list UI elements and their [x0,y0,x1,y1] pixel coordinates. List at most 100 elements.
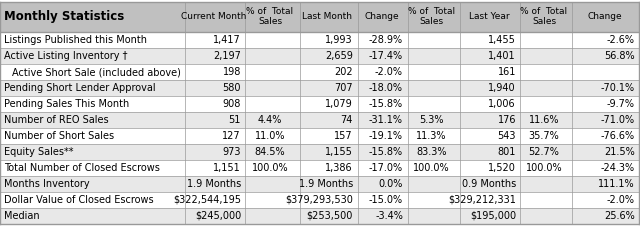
Text: 1,417: 1,417 [213,35,241,45]
Text: 1,006: 1,006 [488,99,516,109]
Bar [0,192,640,208]
Text: -71.0%: -71.0% [601,115,635,125]
Text: -31.1%: -31.1% [369,115,403,125]
Text: -19.1%: -19.1% [369,131,403,141]
Text: 580: 580 [223,83,241,93]
Text: -15.0%: -15.0% [369,195,403,205]
Text: 25.6%: 25.6% [604,211,635,221]
Text: % of  Total
Sales: % of Total Sales [246,7,294,26]
Text: Active Short Sale (included above): Active Short Sale (included above) [12,67,181,77]
Text: 35.7%: 35.7% [529,131,559,141]
Text: Listings Published this Month: Listings Published this Month [4,35,147,45]
Text: % of  Total
Sales: % of Total Sales [408,7,455,26]
Text: 0.0%: 0.0% [379,179,403,189]
Bar [0,96,640,112]
Bar [0,112,640,128]
Text: 161: 161 [498,67,516,77]
Text: 1,155: 1,155 [325,147,353,157]
Text: Number of REO Sales: Number of REO Sales [4,115,109,125]
Text: 973: 973 [223,147,241,157]
Text: -2.6%: -2.6% [607,35,635,45]
Text: 127: 127 [222,131,241,141]
Bar [0,176,640,192]
Text: Median: Median [4,211,40,221]
Text: 1,079: 1,079 [325,99,353,109]
Text: 11.3%: 11.3% [416,131,447,141]
Text: Pending Short Lender Approval: Pending Short Lender Approval [4,83,156,93]
Text: Pending Sales This Month: Pending Sales This Month [4,99,129,109]
Text: $322,544,195: $322,544,195 [173,195,241,205]
Text: $195,000: $195,000 [470,211,516,221]
Text: Active Listing Inventory †: Active Listing Inventory † [4,51,127,61]
Text: 1,455: 1,455 [488,35,516,45]
Text: -3.4%: -3.4% [375,211,403,221]
Text: -17.0%: -17.0% [369,163,403,173]
Bar [0,32,640,48]
Text: 1,386: 1,386 [325,163,353,173]
Text: 51: 51 [228,115,241,125]
Text: 1,401: 1,401 [488,51,516,61]
Text: 74: 74 [340,115,353,125]
Text: 11.0%: 11.0% [255,131,285,141]
Text: 202: 202 [334,67,353,77]
Text: 11.6%: 11.6% [529,115,559,125]
Text: 83.3%: 83.3% [416,147,447,157]
Bar [0,208,640,224]
Text: 198: 198 [223,67,241,77]
Text: Change: Change [364,12,399,21]
Text: -9.7%: -9.7% [607,99,635,109]
Text: 100.0%: 100.0% [252,163,288,173]
Text: 5.3%: 5.3% [419,115,444,125]
Text: 176: 176 [497,115,516,125]
Text: 707: 707 [334,83,353,93]
Text: 2,659: 2,659 [325,51,353,61]
Text: 52.7%: 52.7% [529,147,559,157]
Text: 100.0%: 100.0% [413,163,450,173]
Text: -28.9%: -28.9% [369,35,403,45]
Text: 100.0%: 100.0% [525,163,563,173]
Text: 1.9 Months: 1.9 Months [187,179,241,189]
Text: -24.3%: -24.3% [601,163,635,173]
Text: Dollar Value of Closed Escrows: Dollar Value of Closed Escrows [4,195,154,205]
Text: 1,151: 1,151 [213,163,241,173]
Text: -2.0%: -2.0% [375,67,403,77]
Bar [0,128,640,144]
Text: Monthly Statistics: Monthly Statistics [4,10,124,23]
Bar [0,64,640,80]
Text: -15.8%: -15.8% [369,147,403,157]
Text: $245,000: $245,000 [195,211,241,221]
Bar [0,80,640,96]
Text: Total Number of Closed Escrows: Total Number of Closed Escrows [4,163,160,173]
Text: 56.8%: 56.8% [604,51,635,61]
Text: % of  Total
Sales: % of Total Sales [520,7,568,26]
Text: 1.9 Months: 1.9 Months [299,179,353,189]
Bar [0,2,640,32]
Text: Equity Sales**: Equity Sales** [4,147,74,157]
Text: 908: 908 [223,99,241,109]
Bar [0,48,640,64]
Text: -70.1%: -70.1% [601,83,635,93]
Text: $329,212,331: $329,212,331 [448,195,516,205]
Text: 4.4%: 4.4% [258,115,282,125]
Text: 801: 801 [498,147,516,157]
Text: Change: Change [587,12,622,21]
Text: 1,993: 1,993 [325,35,353,45]
Text: Months Inventory: Months Inventory [4,179,90,189]
Text: -15.8%: -15.8% [369,99,403,109]
Text: -18.0%: -18.0% [369,83,403,93]
Text: 157: 157 [334,131,353,141]
Bar [0,144,640,160]
Bar [0,160,640,176]
Text: Number of Short Sales: Number of Short Sales [4,131,114,141]
Text: -76.6%: -76.6% [601,131,635,141]
Text: 84.5%: 84.5% [255,147,285,157]
Text: 111.1%: 111.1% [598,179,635,189]
Text: 2,197: 2,197 [213,51,241,61]
Text: $379,293,530: $379,293,530 [285,195,353,205]
Text: $253,500: $253,500 [307,211,353,221]
Text: 1,940: 1,940 [488,83,516,93]
Text: -2.0%: -2.0% [607,195,635,205]
Text: 1,520: 1,520 [488,163,516,173]
Text: 0.9 Months: 0.9 Months [461,179,516,189]
Text: 21.5%: 21.5% [604,147,635,157]
